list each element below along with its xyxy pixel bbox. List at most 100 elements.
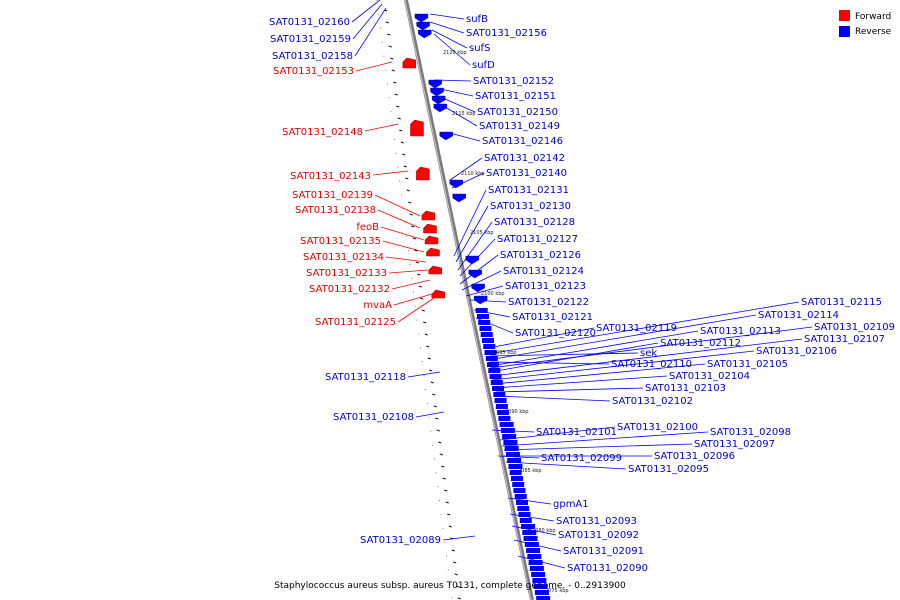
tick-label: 2075 kbp [545,588,569,594]
gene-label[interactable]: SAT0131_02153 [273,66,354,77]
gene-label[interactable]: SAT0131_02124 [503,266,584,277]
gene-label[interactable]: SAT0131_02142 [484,153,565,164]
leader-line [487,301,800,355]
axis-tick-mark [391,69,395,72]
reverse-gene-block [492,386,505,391]
axis-tick-mark [399,129,403,132]
gene-label[interactable]: SAT0131_02105 [707,359,788,370]
reverse-gene-block [490,380,503,385]
gene-label[interactable]: SAT0131_02112 [660,338,741,349]
gene-label[interactable]: SAT0131_02150 [477,107,558,118]
gene-label[interactable]: SAT0131_02101 [536,427,617,438]
gene-label[interactable]: SAT0131_02139 [292,190,373,201]
reverse-gene-arrow [471,283,485,293]
reverse-gene-block [510,476,523,481]
gene-label[interactable]: SAT0131_02135 [300,236,381,247]
gene-label[interactable]: SAT0131_02123 [505,281,586,292]
gene-label[interactable]: SAT0131_02158 [272,51,353,62]
leader-line [442,535,476,541]
reverse-gene-block [508,464,523,469]
gene-label[interactable]: SAT0131_02143 [290,171,371,182]
gene-label[interactable]: SAT0131_02119 [596,323,677,334]
gene-label[interactable]: SAT0131_02149 [479,121,560,132]
gene-label[interactable]: SAT0131_02091 [563,546,644,557]
gene-label[interactable]: SAT0131_02092 [558,530,639,541]
reverse-gene-block [479,326,492,331]
gene-label[interactable]: SAT0131_02151 [475,91,556,102]
gene-label[interactable]: feoB [356,222,379,233]
gene-label[interactable]: SAT0131_02113 [700,326,781,337]
leader-line [457,221,493,271]
gene-label[interactable]: SAT0131_02095 [628,464,709,475]
gene-label[interactable]: SAT0131_02103 [645,383,726,394]
gene-label[interactable]: SAT0131_02152 [473,76,554,87]
legend-forward-label: Forward [855,12,891,22]
leader-line [453,189,487,257]
gene-label[interactable]: sek [640,348,657,359]
gene-label[interactable]: SAT0131_02104 [669,371,750,382]
gene-label[interactable]: gpmA1 [553,499,589,510]
gene-label[interactable]: SAT0131_02156 [466,28,547,39]
gene-label[interactable]: SAT0131_02121 [512,312,593,323]
gene-label[interactable]: SAT0131_02108 [333,412,414,423]
gene-label[interactable]: SAT0131_02130 [490,201,571,212]
gene-label[interactable]: SAT0131_02148 [282,127,363,138]
reverse-gene-block [483,344,496,349]
axis-tick-mark [417,273,421,276]
gene-label[interactable]: SAT0131_02160 [269,17,350,28]
gene-label[interactable]: SAT0131_02126 [500,250,581,261]
gene-label[interactable]: SAT0131_02109 [814,322,895,333]
gene-label[interactable]: sufS [469,43,490,54]
reverse-gene-block [502,434,517,439]
gene-label[interactable]: sufD [472,60,495,71]
gene-label[interactable]: SAT0131_02089 [360,535,441,546]
gene-label[interactable]: SAT0131_02093 [556,516,637,527]
gene-label[interactable]: SAT0131_02099 [541,453,622,464]
gene-label[interactable]: SAT0131_02122 [508,297,589,308]
gene-label[interactable]: SAT0131_02120 [515,328,596,339]
leader-line [451,172,485,189]
leader-line [491,350,755,381]
axis-tick-mark [438,441,442,444]
tick-label: 2085 kbp [518,468,542,474]
gene-label[interactable]: SAT0131_02133 [306,268,387,279]
gene-label[interactable]: SAT0131_02128 [494,217,575,228]
genome-axis [404,0,534,600]
gene-label[interactable]: SAT0131_02125 [315,317,396,328]
gene-label[interactable]: SAT0131_02090 [567,563,648,574]
gene-label[interactable]: SAT0131_02146 [482,136,563,147]
gene-label[interactable]: SAT0131_02159 [270,34,351,45]
gene-label[interactable]: mvaA [363,300,392,311]
gene-label[interactable]: SAT0131_02107 [804,334,885,345]
gene-label[interactable]: SAT0131_02098 [710,427,791,438]
gene-label[interactable]: SAT0131_02114 [758,310,839,321]
legend: Forward Reverse [839,10,892,37]
axis-tick-mark [393,81,397,84]
leader-line [351,0,381,23]
gene-label[interactable]: SAT0131_02106 [756,346,837,357]
gene-label[interactable]: SAT0131_02140 [486,168,567,179]
gene-label[interactable]: SAT0131_02132 [309,284,390,295]
reverse-gene-block [522,530,537,535]
leader-line [352,3,383,40]
gene-label[interactable]: SAT0131_02096 [654,451,735,462]
axis-tick-mark [412,237,416,240]
gene-label[interactable]: SAT0131_02100 [617,422,698,433]
gene-label[interactable]: SAT0131_02097 [694,439,775,450]
reverse-gene-block [504,446,519,451]
gene-label[interactable]: SAT0131_02115 [801,297,882,308]
gene-label[interactable]: SAT0131_02134 [303,252,384,263]
gene-label[interactable]: SAT0131_02127 [497,234,578,245]
gene-label[interactable]: SAT0131_02131 [488,185,569,196]
reverse-gene-arrow [449,179,463,189]
gene-label[interactable]: SAT0131_02138 [295,205,376,216]
axis-tick-mark [415,261,419,264]
axis-tick-mark [427,357,431,360]
gene-label[interactable]: SAT0131_02118 [325,372,406,383]
gene-label[interactable]: SAT0131_02102 [612,396,693,407]
gene-label[interactable]: SAT0131_02110 [611,359,692,370]
gene-label[interactable]: sufB [466,14,488,25]
reverse-gene-block [503,440,518,445]
leader-line [397,297,435,323]
leader-line [434,79,472,82]
